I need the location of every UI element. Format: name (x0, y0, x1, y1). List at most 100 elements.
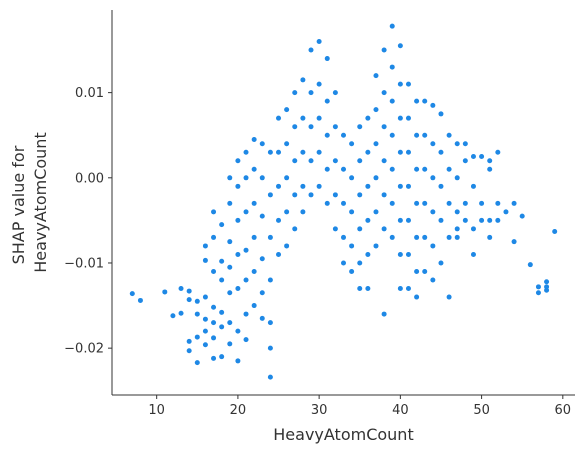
y-axis-title: SHAP value for HeavyAtomCount (9, 132, 50, 272)
scatter-point (438, 149, 444, 155)
scatter-point (267, 374, 273, 380)
scatter-point (462, 217, 468, 223)
scatter-point (324, 166, 330, 172)
scatter-point (308, 158, 314, 164)
scatter-point (202, 257, 208, 263)
scatter-point (405, 286, 411, 292)
scatter-point (487, 234, 493, 240)
scatter-point (276, 115, 282, 121)
scatter-point (259, 315, 265, 321)
scatter-point (186, 348, 192, 354)
scatter-point (349, 141, 355, 147)
scatter-point (227, 175, 233, 181)
scatter-point (186, 338, 192, 344)
scatter-point (284, 243, 290, 249)
scatter-point (365, 149, 371, 155)
scatter-point (479, 200, 485, 206)
scatter-point (251, 268, 257, 274)
x-tick-label: 20 (230, 403, 247, 418)
scatter-point (405, 81, 411, 87)
scatter-point (316, 39, 322, 45)
scatter-point (219, 258, 225, 264)
scatter-point (276, 217, 282, 223)
scatter-point (178, 310, 184, 316)
scatter-point (341, 132, 346, 138)
scatter-point (178, 286, 184, 292)
scatter-point (349, 268, 355, 274)
scatter-point (381, 124, 387, 130)
scatter-point (259, 256, 265, 262)
scatter-point (341, 166, 346, 172)
scatter-point (454, 234, 460, 240)
scatter-point (227, 341, 233, 347)
x-axis-title: HeavyAtomCount (273, 425, 413, 444)
scatter-point (381, 90, 387, 96)
scatter-point (243, 149, 249, 155)
scatter-point (389, 200, 395, 206)
scatter-point (267, 320, 273, 326)
scatter-point (381, 158, 387, 164)
scatter-point (202, 328, 208, 334)
scatter-point (324, 132, 330, 138)
scatter-point (479, 154, 485, 159)
scatter-point (267, 192, 273, 198)
scatter-point (341, 200, 346, 206)
x-tick-label: 40 (392, 403, 409, 418)
scatter-point (219, 222, 225, 228)
scatter-point (211, 234, 217, 240)
scatter-point (397, 217, 403, 223)
scatter-point (349, 243, 355, 249)
scatter-point (202, 342, 208, 348)
scatter-point (186, 297, 192, 303)
scatter-point (414, 294, 420, 300)
scatter-point (365, 217, 371, 223)
scatter-point (422, 132, 428, 138)
scatter-point (251, 234, 257, 240)
scatter-point (430, 209, 436, 215)
scatter-point (397, 81, 403, 87)
scatter-point (243, 311, 249, 317)
scatter-point (438, 217, 444, 223)
scatter-point (544, 279, 550, 285)
x-axis-ticks: 10 20 30 40 50 60 (148, 395, 571, 418)
y-axis-title-line-1: SHAP value for (9, 145, 28, 264)
scatter-point (251, 303, 257, 309)
scatter-point (389, 234, 395, 240)
scatter-point (243, 247, 249, 253)
scatter-point (373, 141, 379, 147)
scatter-point (389, 132, 395, 138)
scatter-point (430, 243, 436, 249)
scatter-point (422, 166, 428, 172)
scatter-point (284, 141, 290, 147)
scatter-point (397, 115, 403, 121)
scatter-point (316, 149, 322, 155)
scatter-point (373, 175, 379, 181)
scatter-point (495, 217, 501, 223)
scatter-point (332, 226, 338, 232)
scatter-point (422, 200, 428, 206)
scatter-point (235, 158, 241, 164)
scatter-point (414, 268, 420, 274)
scatter-point (430, 277, 436, 283)
scatter-point (211, 355, 217, 361)
scatter-point (405, 183, 411, 189)
scatter-point (227, 200, 233, 206)
scatter-point (276, 251, 282, 257)
scatter-point (397, 183, 403, 189)
y-tick-label: 0.01 (75, 86, 104, 101)
scatter-point (349, 209, 355, 215)
scatter-point (365, 286, 371, 292)
scatter-point (446, 200, 452, 206)
scatter-point (194, 311, 200, 317)
x-tick-label: 60 (555, 403, 572, 418)
scatter-point (487, 166, 493, 172)
scatter-point (414, 98, 420, 104)
scatter-point (511, 239, 517, 245)
scatter-point (422, 234, 428, 240)
scatter-point (292, 124, 298, 130)
scatter-point (259, 213, 265, 219)
scatter-point (365, 251, 371, 257)
scatter-point (251, 166, 257, 172)
scatter-point (446, 132, 452, 138)
scatter-point (332, 192, 338, 198)
